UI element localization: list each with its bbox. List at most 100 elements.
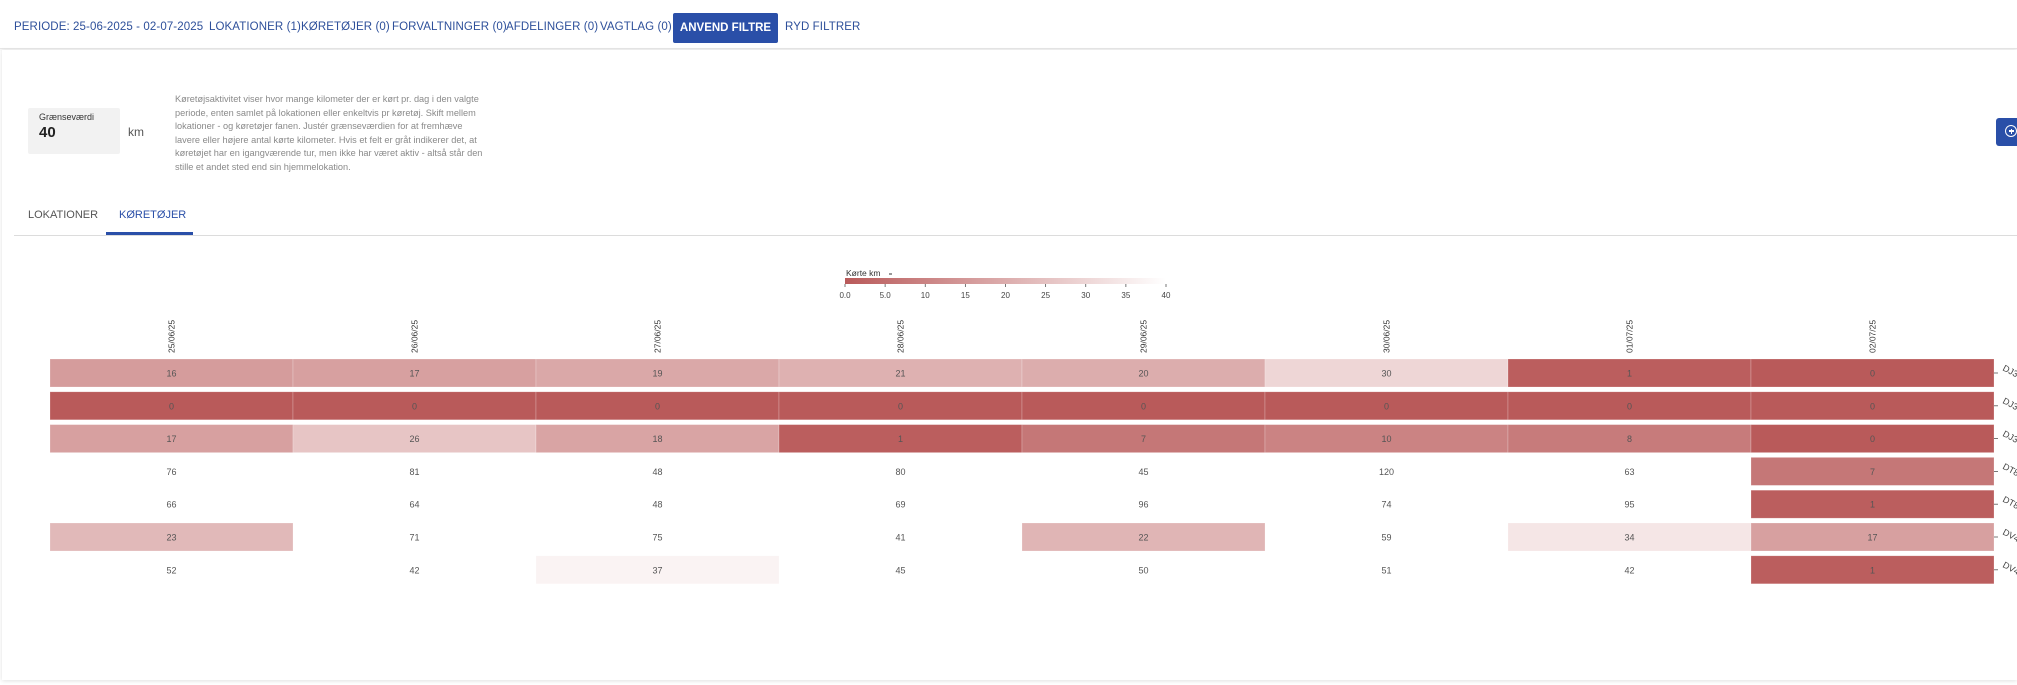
row-label: DV4 [2001, 527, 2017, 544]
heatmap-cell[interactable] [49, 424, 294, 453]
heatmap-cell[interactable] [778, 424, 1023, 453]
cell-value: 75 [652, 533, 662, 543]
cell-value: 48 [652, 500, 662, 510]
cell-value: 95 [1624, 500, 1634, 510]
departments-filter[interactable]: AFDELINGER (0) [506, 21, 599, 33]
cell-value: 19 [652, 369, 662, 379]
cell-value: 8 [1627, 434, 1632, 444]
heatmap-cell[interactable] [1750, 489, 1995, 519]
heatmap-cell[interactable] [1750, 391, 1995, 421]
heatmap-cell[interactable] [292, 424, 537, 453]
vehicles-filter[interactable]: KØRETØJER (0) [301, 21, 390, 33]
cell-value: 50 [1138, 565, 1148, 575]
locations-filter[interactable]: LOKATIONER (1) [209, 21, 301, 33]
cell-value: 21 [895, 369, 905, 379]
heatmap-cell[interactable] [1750, 555, 1995, 585]
cell-value: 66 [166, 500, 176, 510]
heatmap-cell[interactable] [1750, 522, 1995, 552]
threshold-value[interactable]: 40 [39, 124, 56, 141]
cell-value: 42 [409, 565, 419, 575]
cell-value: 0 [1627, 401, 1632, 411]
heatmap-cell[interactable] [535, 391, 780, 421]
threshold-input[interactable]: Grænseværdi 40 [28, 108, 120, 154]
threshold-label: Grænseværdi [39, 112, 95, 122]
apply-filters-button[interactable]: ANVEND FILTRE [673, 13, 778, 43]
cell-value: 41 [895, 533, 905, 543]
legend-tick-label: 30 [1081, 291, 1090, 300]
cell-value: 7 [1870, 467, 1875, 477]
heatmap-cell[interactable] [778, 358, 1023, 388]
cell-value: 42 [1624, 565, 1634, 575]
legend-tick-label: 20 [1001, 291, 1010, 300]
clear-filters-button[interactable]: RYD FILTRER [785, 21, 861, 33]
legend-title: Kørte km [846, 268, 880, 278]
legend-tick-label: 35 [1121, 291, 1130, 300]
cell-value: 0 [1870, 434, 1875, 444]
heatmap-cell[interactable] [535, 424, 780, 453]
cell-value: 71 [409, 533, 419, 543]
cell-value: 64 [409, 500, 419, 510]
heatmap-cell[interactable] [292, 358, 537, 388]
row-label: DJ3 [2001, 363, 2017, 379]
cell-value: 51 [1381, 565, 1391, 575]
heatmap-cell[interactable] [1750, 358, 1995, 388]
heatmap-cell[interactable] [49, 522, 294, 552]
heatmap-cell[interactable] [292, 391, 537, 421]
heatmap-cell[interactable] [1021, 358, 1266, 388]
cell-value: 17 [409, 369, 419, 379]
administrations-filter[interactable]: FORVALTNINGER (0) [392, 21, 507, 33]
legend-tick-label: 40 [1162, 291, 1171, 300]
threshold-unit: km [128, 125, 144, 139]
cell-value: 17 [1867, 533, 1877, 543]
cell-value: 0 [1384, 401, 1389, 411]
cell-value: 17 [166, 434, 176, 444]
cell-value: 18 [652, 434, 662, 444]
cell-value: 96 [1138, 500, 1148, 510]
heatmap-cell[interactable] [1750, 424, 1995, 453]
description-text: Køretøjsaktivitet viser hvor mange kilom… [175, 94, 483, 172]
cell-value: 0 [1141, 401, 1146, 411]
heatmap-cell[interactable] [535, 358, 780, 388]
column-label: 27/06/25 [653, 320, 663, 353]
column-label: 02/07/25 [1868, 320, 1878, 353]
cell-value: 74 [1381, 500, 1391, 510]
cell-value: 80 [895, 467, 905, 477]
cell-value: 16 [166, 369, 176, 379]
cell-value: 0 [655, 401, 660, 411]
heatmap-cell[interactable] [535, 555, 780, 585]
cell-value: 0 [169, 401, 174, 411]
tabs-divider [14, 235, 2017, 236]
heatmap-cell[interactable] [1264, 358, 1509, 388]
heatmap-cell[interactable] [1021, 424, 1266, 453]
heatmap-cell[interactable] [49, 358, 294, 388]
heatmap-cell[interactable] [1507, 391, 1752, 421]
row-label: DT8 [2001, 461, 2017, 478]
row-label: DJ3 [2001, 429, 2017, 445]
cell-value: 1 [1870, 500, 1875, 510]
tab-vehicles[interactable]: KØRETØJER [119, 209, 187, 221]
shifts-filter[interactable]: VAGTLAG (0) [600, 21, 672, 33]
tab-locations[interactable]: LOKATIONER [28, 209, 99, 221]
cell-value: 0 [412, 401, 417, 411]
cell-value: 7 [1141, 434, 1146, 444]
cell-value: 48 [652, 467, 662, 477]
heatmap-cell[interactable] [1264, 391, 1509, 421]
legend-tick-label: 10 [921, 291, 930, 300]
heatmap-cell[interactable] [1507, 522, 1752, 552]
cell-value: 30 [1381, 369, 1391, 379]
column-label: 30/06/25 [1382, 320, 1392, 353]
heatmap-cell[interactable] [49, 391, 294, 421]
cell-value: 59 [1381, 533, 1391, 543]
cell-value: 81 [409, 467, 419, 477]
heatmap-cell[interactable] [1507, 358, 1752, 388]
column-label: 01/07/25 [1625, 320, 1635, 353]
legend-gradient [845, 278, 1166, 284]
active-tab-indicator [106, 232, 193, 235]
column-label: 28/06/25 [896, 320, 906, 353]
filter-bar: PERIODE: 25-06-2025 - 02-07-2025 LOKATIO… [0, 0, 2017, 49]
cell-value: 76 [166, 467, 176, 477]
heatmap-cell[interactable] [778, 391, 1023, 421]
heatmap-cell[interactable] [1021, 522, 1266, 552]
period-filter[interactable]: PERIODE: 25-06-2025 - 02-07-2025 [14, 21, 204, 33]
